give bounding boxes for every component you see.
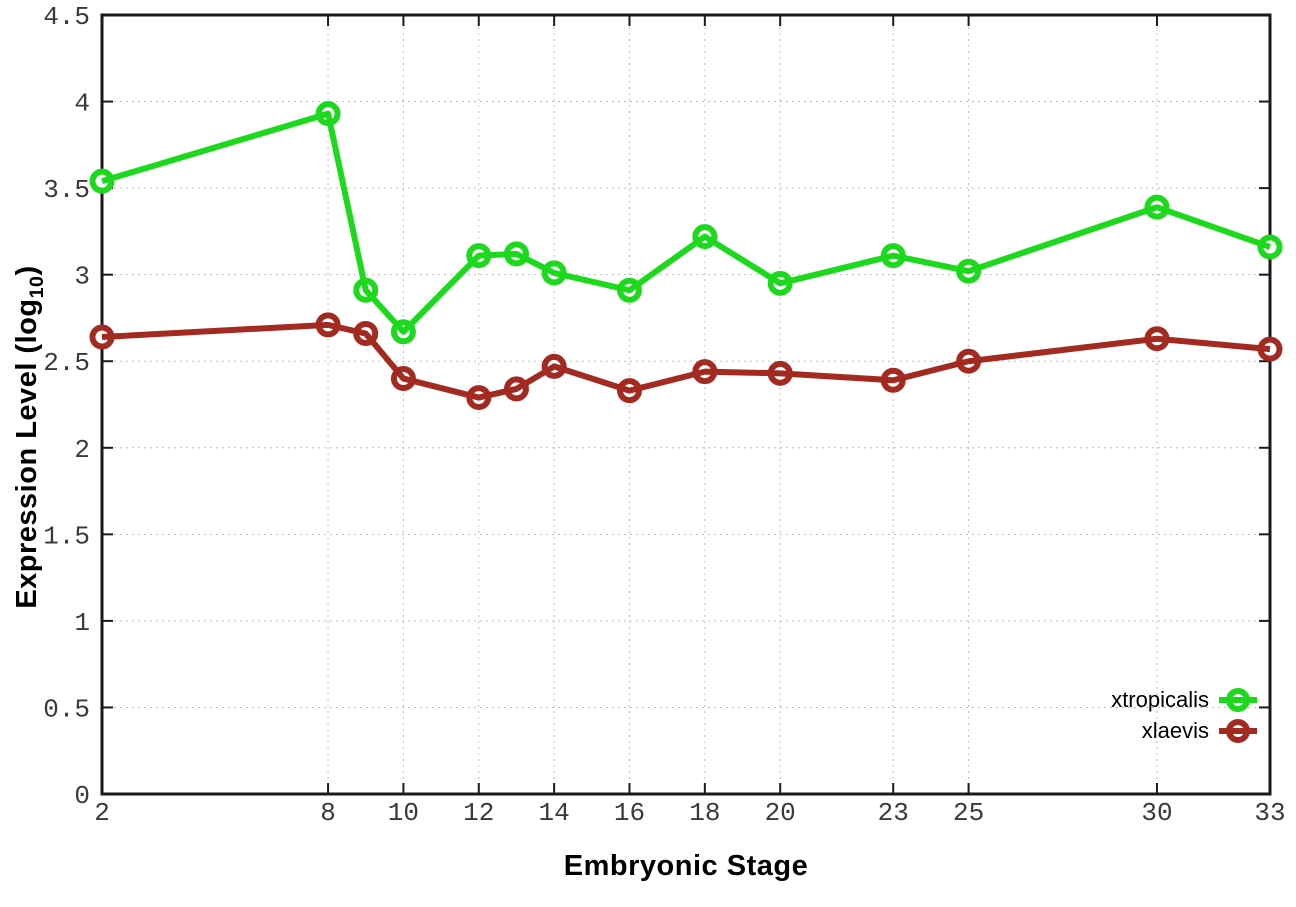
x-tick-label: 18	[689, 798, 720, 828]
series-line	[101, 110, 1271, 335]
x-tick-label: 33	[1254, 798, 1285, 828]
data-point-marker	[767, 360, 793, 386]
data-point-marker	[390, 366, 416, 392]
x-tick-label: 10	[388, 798, 419, 828]
data-point-marker	[466, 385, 492, 411]
data-point-marker	[353, 321, 379, 347]
y-tick-label: 0	[74, 781, 90, 811]
data-point-marker	[1144, 326, 1170, 352]
x-tick-label: 23	[878, 798, 909, 828]
data-point-marker	[89, 324, 115, 350]
data-point-marker	[956, 258, 982, 284]
y-tick-label: 2	[74, 435, 90, 465]
data-point-marker	[466, 243, 492, 269]
x-tick-label: 30	[1141, 798, 1172, 828]
x-axis-title: Embryonic Stage	[563, 850, 809, 882]
legend-label-xlaevis: xlaevis	[1141, 717, 1209, 743]
x-tick-label: 20	[765, 798, 796, 828]
y-tick-label: 4	[74, 89, 90, 119]
x-tick-label: 2	[94, 798, 110, 828]
y-tick-label: 3	[74, 262, 90, 292]
data-point-marker	[541, 353, 567, 379]
x-tick-labels: 2 8 10 12 14 16 18 20 23 25 30 33	[94, 798, 1285, 828]
data-point-marker	[503, 376, 529, 402]
legend: xtropicalis xlaevis	[1111, 687, 1258, 743]
data-point-marker	[956, 348, 982, 374]
x-tick-label: 16	[614, 798, 645, 828]
y-tick-label: 4.5	[43, 2, 90, 32]
x-tick-label: 12	[463, 798, 494, 828]
data-point-marker	[315, 101, 341, 127]
x-tick-label: 14	[539, 798, 570, 828]
series-xtropicalis	[89, 101, 1283, 345]
data-point-marker	[692, 224, 718, 250]
y-tick-label: 1	[74, 608, 90, 638]
data-point-marker	[880, 367, 906, 393]
legend-marker-xlaevis-icon	[1219, 718, 1257, 743]
y-tick-label: 2.5	[43, 348, 90, 378]
data-point-marker	[503, 241, 529, 267]
y-axis-title-subscript: 10	[25, 275, 48, 299]
data-point-marker	[353, 277, 379, 303]
data-point-marker	[315, 312, 341, 338]
y-axis-title: Expression Level (log10)	[11, 265, 49, 608]
data-point-marker	[616, 277, 642, 303]
legend-marker-xtropicalis-icon	[1219, 687, 1257, 712]
data-point-marker	[1144, 194, 1170, 220]
legend-label-xtropicalis: xtropicalis	[1111, 686, 1209, 712]
data-point-marker	[541, 260, 567, 286]
data-point-marker	[880, 243, 906, 269]
data-point-marker	[1257, 234, 1283, 260]
y-axis-title-main: Expression Level (log	[11, 298, 44, 609]
data-point-marker	[616, 378, 642, 404]
x-tick-label: 8	[320, 798, 336, 828]
data-point-marker	[390, 319, 416, 345]
y-tick-labels: 0 0.5 1 1.5 2 2.5 3 3.5 4 4.5	[43, 2, 90, 811]
x-tick-label: 25	[953, 798, 984, 828]
plot-frame	[100, 13, 1272, 796]
data-point-marker	[89, 168, 115, 194]
y-axis-title-close: )	[11, 265, 44, 276]
legend-entry-xlaevis: xlaevis	[1142, 718, 1258, 743]
data-point-marker	[767, 270, 793, 296]
series-xlaevis	[89, 312, 1283, 411]
data-point-marker	[1257, 336, 1283, 362]
y-tick-label: 0.5	[43, 694, 90, 724]
data-point-marker	[692, 359, 718, 385]
y-tick-label: 1.5	[43, 521, 90, 551]
legend-entry-xtropicalis: xtropicalis	[1111, 687, 1258, 712]
y-tick-label: 3.5	[43, 175, 90, 205]
